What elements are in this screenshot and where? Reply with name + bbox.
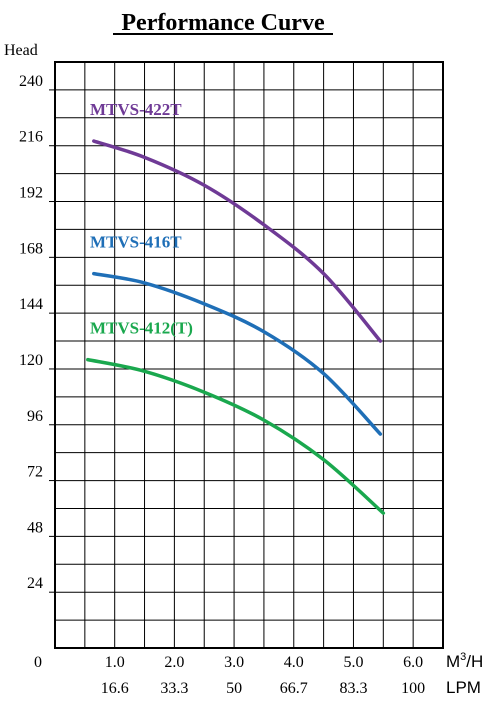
x-tick-label-lpm: 16.6 [101, 680, 129, 697]
chart-title: Performance Curve [121, 10, 325, 36]
plot-frame [54, 61, 444, 649]
y-tick-label: 144 [19, 296, 43, 313]
series-label: MTVS-412(T) [90, 319, 193, 338]
x-unit-m: M [446, 652, 460, 671]
x-unit-lpm: LPM [446, 678, 481, 697]
y-tick-label: 192 [19, 185, 43, 202]
x-unit-m3h: M3/H [446, 651, 483, 671]
y-tick-label: 216 [19, 129, 43, 146]
series-curves: MTVS-422T MTVS-416T MTVS-412(T) [86, 100, 386, 515]
series-line [92, 271, 383, 436]
series-line [92, 139, 383, 343]
series-line [86, 357, 386, 515]
x-tick-label-lpm: 66.7 [280, 680, 308, 697]
y-tick-label: 240 [19, 73, 43, 90]
x-tick-label-lpm: 100 [401, 680, 425, 697]
y-tick-label: 96 [27, 408, 43, 425]
y-axis-label: Head [4, 42, 38, 59]
y-tick-label: 72 [27, 464, 43, 481]
y-tick-label: 168 [19, 240, 43, 257]
x-tick-label-lpm: 50 [226, 680, 242, 697]
x-tick-label-m3h: 4.0 [284, 654, 304, 671]
x-unit-superscript: 3 [460, 651, 466, 663]
x-tick-labels: 1.0 16.6 2.0 33.3 3.0 50 4.0 66.7 5.0 83.3 6.0 100 [101, 654, 425, 697]
chart-grid [54, 61, 444, 649]
y-tick-label: 24 [27, 575, 43, 592]
x-tick-label-m3h: 1.0 [105, 654, 125, 671]
y-tick-label: 48 [27, 519, 43, 536]
x-unit-suffix: /H [466, 652, 483, 671]
x-tick-label-m3h: 2.0 [164, 654, 184, 671]
x-tick-label-lpm: 83.3 [339, 680, 367, 697]
y-tick-labels: 24 48 72 96 120 144 168 192 216 240 [19, 73, 55, 593]
series-label: MTVS-422T [90, 100, 182, 119]
x-tick-label-m3h: 6.0 [403, 654, 423, 671]
series-label: MTVS-416T [90, 233, 182, 252]
x-tick-label-m3h: 3.0 [224, 654, 244, 671]
origin-label: 0 [34, 654, 42, 671]
y-tick-label: 120 [19, 352, 43, 369]
x-tick-label-lpm: 33.3 [160, 680, 188, 697]
x-tick-label-m3h: 5.0 [343, 654, 363, 671]
